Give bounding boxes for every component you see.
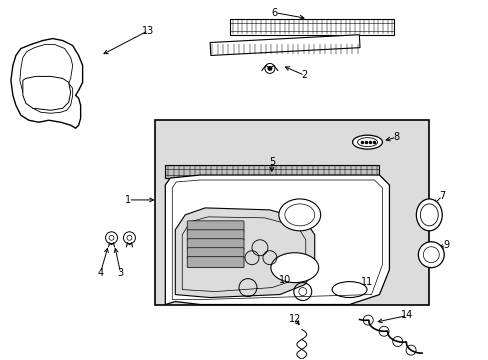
Circle shape xyxy=(267,66,272,71)
Text: 2: 2 xyxy=(301,71,307,80)
FancyBboxPatch shape xyxy=(187,221,244,232)
Circle shape xyxy=(417,242,443,268)
Bar xyxy=(229,19,394,35)
FancyBboxPatch shape xyxy=(187,239,244,250)
FancyBboxPatch shape xyxy=(187,257,244,268)
Text: 1: 1 xyxy=(125,195,131,205)
Ellipse shape xyxy=(278,199,320,231)
Text: 11: 11 xyxy=(361,276,373,287)
Bar xyxy=(155,120,428,305)
Text: 6: 6 xyxy=(271,8,277,18)
Polygon shape xyxy=(165,175,388,305)
Ellipse shape xyxy=(352,135,382,149)
Polygon shape xyxy=(175,208,314,298)
Polygon shape xyxy=(11,39,82,128)
Bar xyxy=(210,35,359,55)
FancyBboxPatch shape xyxy=(187,248,244,259)
Text: 10: 10 xyxy=(278,275,290,285)
Text: 9: 9 xyxy=(442,240,448,250)
Text: 14: 14 xyxy=(401,310,413,320)
Text: 7: 7 xyxy=(438,191,445,201)
Bar xyxy=(165,165,379,178)
Ellipse shape xyxy=(270,253,318,283)
Text: 4: 4 xyxy=(97,267,103,278)
Text: 5: 5 xyxy=(268,157,274,167)
FancyBboxPatch shape xyxy=(187,230,244,241)
Text: 13: 13 xyxy=(142,26,154,36)
Text: 8: 8 xyxy=(392,132,399,142)
Text: 3: 3 xyxy=(117,267,123,278)
Text: 12: 12 xyxy=(288,314,301,324)
Polygon shape xyxy=(23,76,71,110)
Ellipse shape xyxy=(415,199,441,231)
